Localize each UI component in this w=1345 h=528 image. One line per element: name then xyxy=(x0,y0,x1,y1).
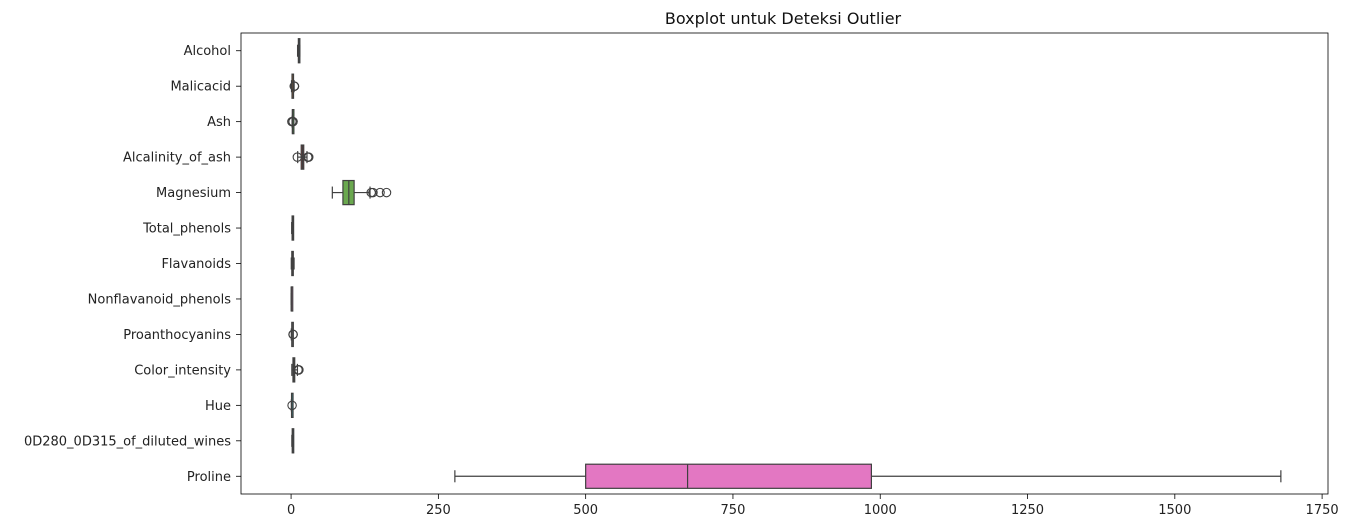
outlier-magnesium-2 xyxy=(375,187,385,198)
x-tick-label-250: 250 xyxy=(426,503,451,518)
y-tick-label-flavanoids: Flavanoids xyxy=(161,257,231,272)
y-tick-label-total-phenols: Total_phenols xyxy=(142,222,231,237)
y-tick-label-hue: Hue xyxy=(205,399,231,414)
x-tick-label-1750: 1750 xyxy=(1306,503,1339,518)
iqr-box-proline xyxy=(585,463,873,489)
box-nonflavanoid-phenols xyxy=(290,286,294,312)
box-ash xyxy=(287,108,298,135)
box-color-intensity xyxy=(291,357,304,383)
outlier-malicacid-2 xyxy=(289,81,300,91)
x-tick-label-500: 500 xyxy=(573,503,598,518)
outlier-proanthocyanins-1 xyxy=(288,329,298,340)
box-alcohol xyxy=(296,38,301,64)
outlier-ash-2 xyxy=(288,116,298,127)
box-hue xyxy=(287,392,297,419)
plot-area-frame xyxy=(240,32,1329,495)
y-tick-label-ash: Ash xyxy=(207,115,231,130)
y-tick-label-color-intensity: Color_intensity xyxy=(134,363,231,378)
box-malicacid xyxy=(289,73,300,99)
chart-marks xyxy=(287,38,1282,489)
outlier-magnesium-1 xyxy=(368,187,378,198)
y-tick-label-nonflavanoid-phenols: Nonflavanoid_phenols xyxy=(88,292,232,307)
y-tick-label-proline: Proline xyxy=(187,470,231,485)
box-proline xyxy=(454,463,1282,489)
outlier-alcalinity-of-ash-0 xyxy=(292,152,303,162)
box-total-phenols xyxy=(291,215,295,241)
y-tick-label-alcalinity-of-ash: Alcalinity_of_ash xyxy=(123,151,231,166)
chart-title: Boxplot untuk Deteksi Outlier xyxy=(665,9,902,28)
y-tick-label-0d280-0d315-of-diluted-wines: 0D280_0D315_of_diluted_wines xyxy=(24,434,231,449)
outlier-magnesium-3 xyxy=(381,187,392,198)
x-axis: 0 250 500 750 1000 1250 1500 1750 xyxy=(287,494,1339,518)
x-tick-label-750: 750 xyxy=(721,503,746,518)
x-tick-label-1000: 1000 xyxy=(864,503,897,518)
y-tick-label-magnesium: Magnesium xyxy=(156,186,231,201)
x-tick-label-1500: 1500 xyxy=(1158,503,1191,518)
y-axis: Alcohol Malicacid Ash Alcalinity_of_ash Magn… xyxy=(24,44,241,485)
box-flavanoids xyxy=(290,250,295,277)
outlier-alcalinity-of-ash-3 xyxy=(303,152,313,162)
x-tick-label-1250: 1250 xyxy=(1011,503,1044,518)
outlier-color-intensity-2 xyxy=(294,365,304,375)
outlier-hue-0 xyxy=(287,400,297,411)
x-tick-label-0: 0 xyxy=(287,503,295,518)
box-alcalinity-of-ash xyxy=(292,144,314,170)
y-tick-label-malicacid: Malicacid xyxy=(170,80,231,95)
y-tick-label-proanthocyanins: Proanthocyanins xyxy=(123,328,231,343)
y-tick-label-alcohol: Alcohol xyxy=(184,44,231,59)
box-0d280-0d315-of-diluted-wines xyxy=(291,428,295,454)
box-proanthocyanins xyxy=(288,321,298,348)
box-magnesium xyxy=(331,179,392,206)
